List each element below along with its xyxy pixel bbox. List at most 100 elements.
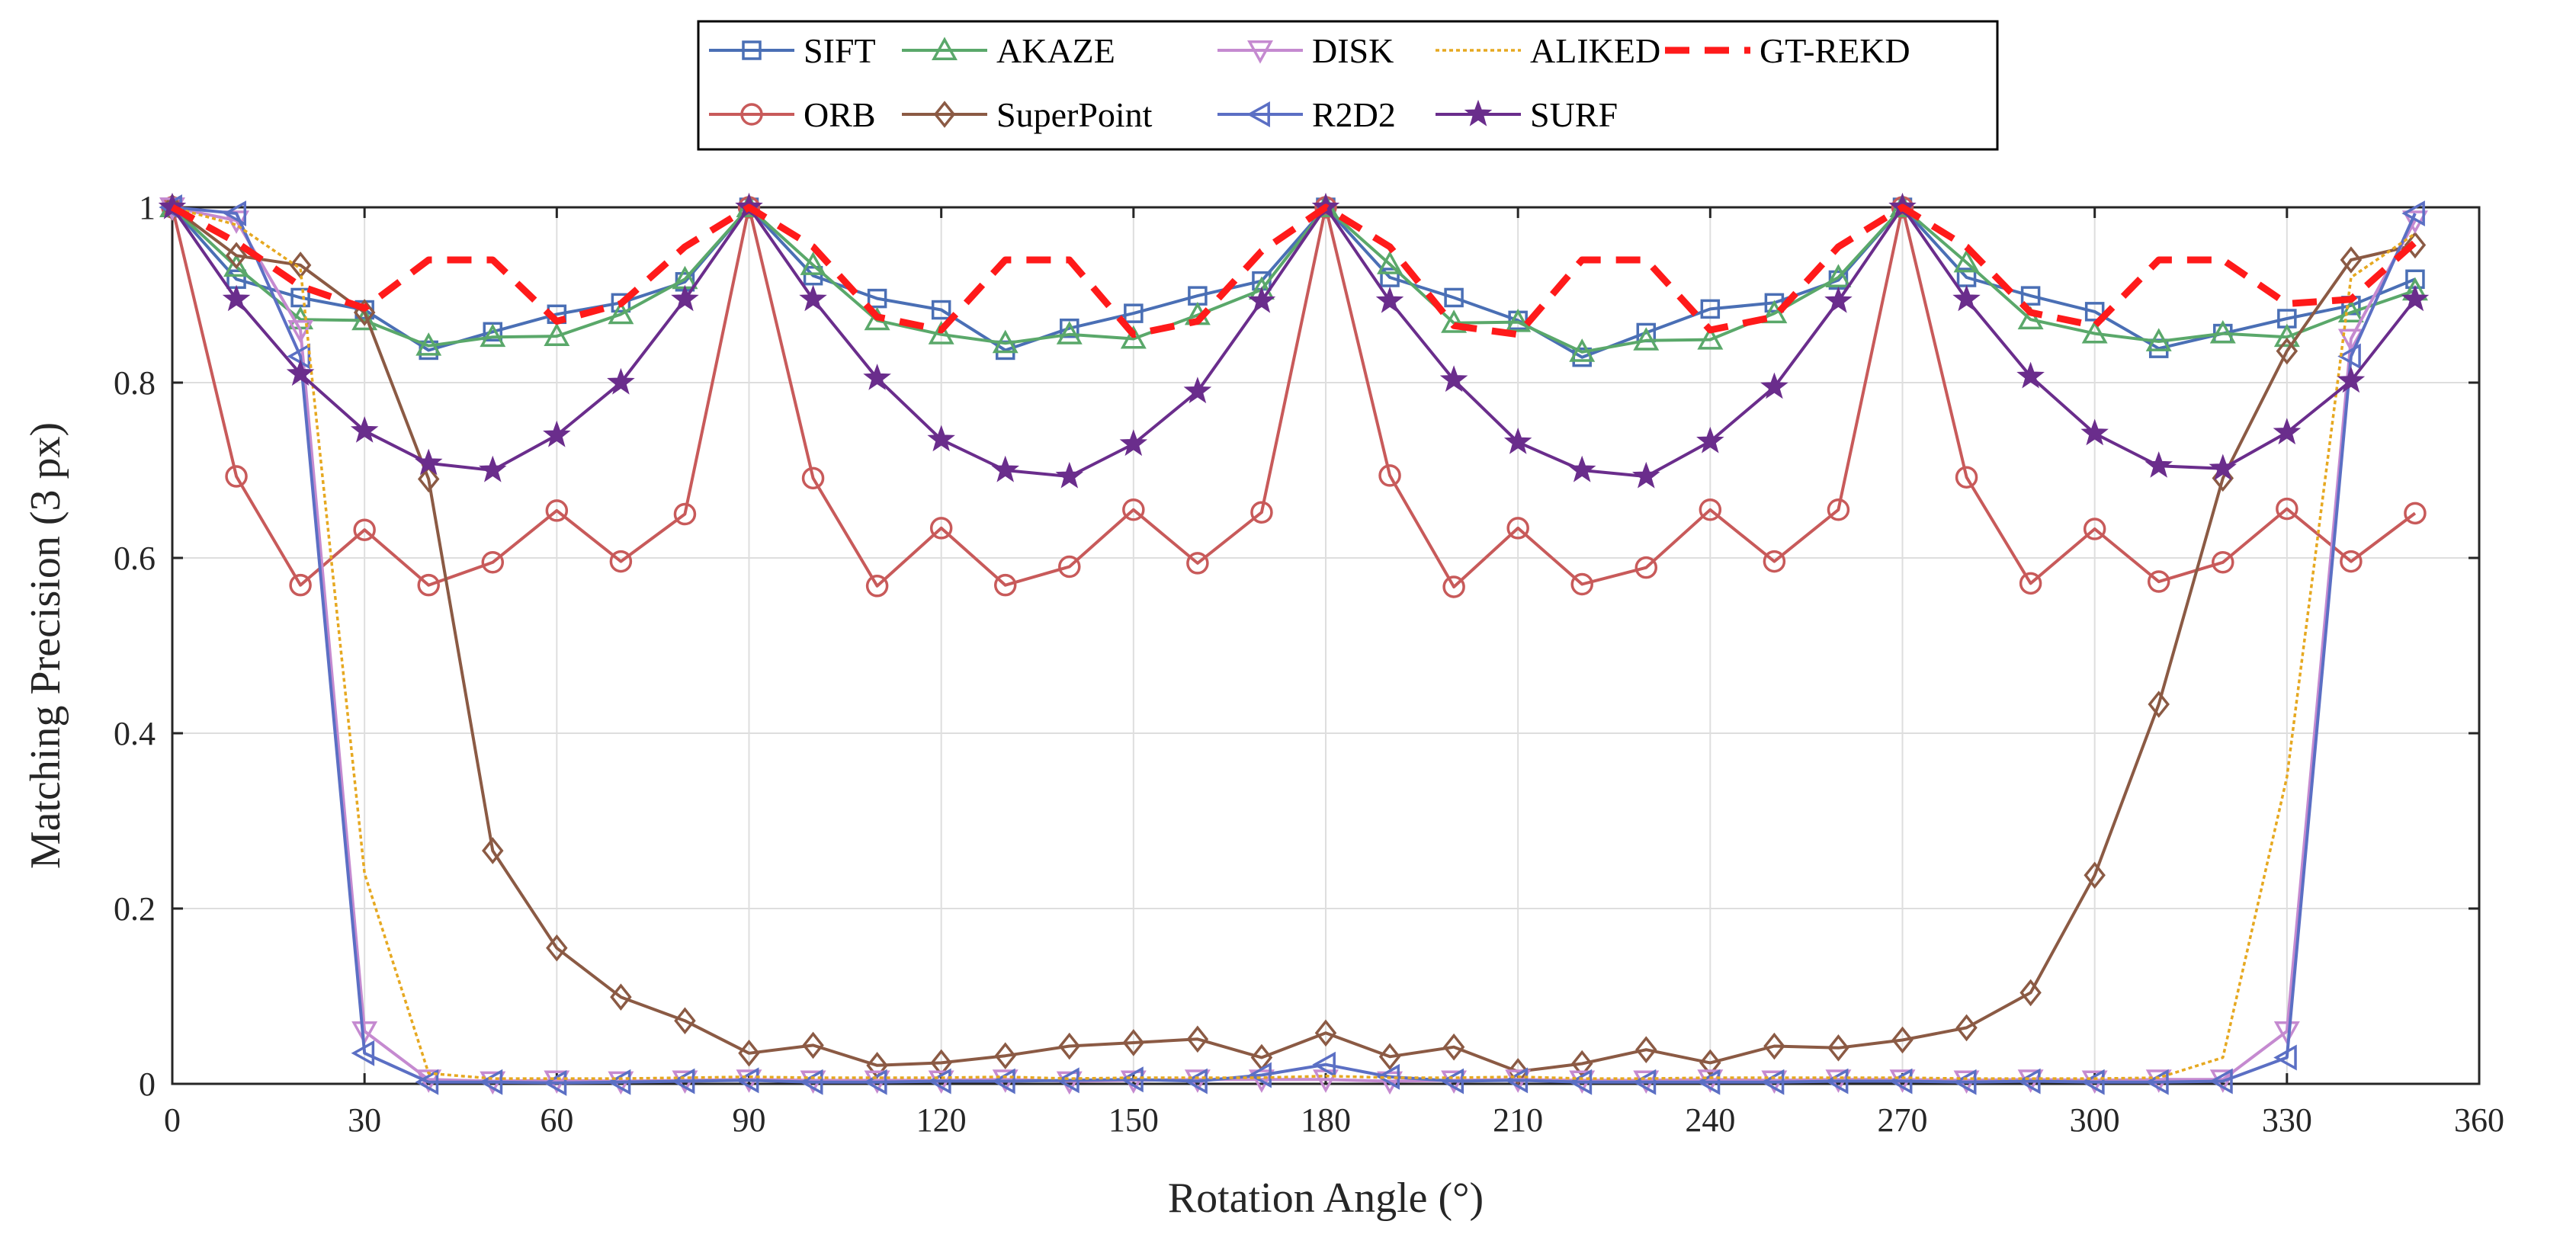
legend-label-akaze: AKAZE	[996, 31, 1115, 70]
data-point-orb	[609, 550, 633, 573]
legend-entry-akaze: AKAZE	[902, 31, 1115, 70]
data-point-akaze	[2017, 306, 2044, 330]
series-line-sift	[171, 206, 2416, 359]
data-point-surf	[607, 367, 635, 395]
data-point-orb	[1250, 501, 1273, 524]
legend-entry-orb: ORB	[709, 95, 876, 134]
x-tick-label: 30	[348, 1101, 381, 1139]
legend-marker-sift	[742, 40, 762, 60]
data-point-sift	[803, 265, 823, 286]
data-point-akaze	[992, 329, 1019, 354]
legend-label-disk: DISK	[1312, 31, 1394, 70]
series-superpoint	[161, 194, 2427, 1085]
data-point-orb	[1442, 575, 1465, 598]
data-point-akaze	[1569, 338, 1596, 362]
data-point-orb	[1763, 550, 1786, 573]
data-point-r2d2	[671, 1068, 695, 1095]
series-line-orb	[171, 206, 2417, 588]
data-point-surf	[2337, 366, 2366, 393]
y-tick-label: 0.2	[114, 890, 156, 928]
legend-marker-r2d2	[1246, 101, 1270, 127]
data-point-superpoint	[1122, 1029, 1145, 1056]
data-point-orb	[1506, 517, 1529, 540]
legend-entry-gt-rekd: GT-REKD	[1665, 31, 1910, 70]
data-point-superpoint	[1763, 1032, 1785, 1060]
data-point-r2d2	[1568, 1069, 1593, 1095]
data-point-akaze	[2273, 323, 2300, 348]
data-point-orb	[481, 551, 505, 574]
data-point-superpoint	[2148, 691, 2170, 718]
data-point-akaze	[800, 252, 826, 275]
data-point-superpoint	[546, 934, 568, 962]
data-point-r2d2	[1696, 1069, 1721, 1095]
data-point-surf	[1568, 455, 1596, 482]
data-point-akaze	[223, 253, 250, 277]
data-point-orb	[1570, 572, 1593, 596]
data-point-surf	[1183, 377, 1212, 404]
x-tick-label: 0	[164, 1101, 181, 1139]
data-point-akaze	[2337, 299, 2364, 322]
y-tick-label: 1	[139, 189, 156, 226]
legend-label-aliked: ALIKED	[1530, 31, 1660, 70]
data-point-r2d2	[1440, 1068, 1464, 1095]
data-point-superpoint	[1506, 1058, 1529, 1085]
data-point-superpoint	[1186, 1025, 1209, 1053]
data-point-orb	[1186, 552, 1209, 575]
data-point-orb	[2019, 572, 2042, 595]
data-point-orb	[225, 465, 248, 488]
data-point-surf	[1824, 286, 1853, 313]
data-point-surf	[2401, 284, 2430, 312]
data-point-orb	[2276, 497, 2299, 521]
data-point-r2d2	[2273, 1044, 2297, 1071]
data-point-surf	[2016, 361, 2045, 389]
x-tick-label: 240	[1685, 1101, 1735, 1139]
data-point-surf	[350, 416, 379, 443]
legend-marker-akaze	[932, 37, 958, 60]
x-tick-label: 120	[916, 1101, 967, 1139]
data-point-disk	[2273, 1021, 2300, 1045]
x-tick-label: 360	[2454, 1101, 2504, 1139]
legend-label-sift: SIFT	[804, 31, 876, 70]
data-point-akaze	[1441, 309, 1468, 333]
data-point-orb	[993, 573, 1017, 597]
data-point-r2d2	[351, 1040, 375, 1066]
data-point-disk	[351, 1021, 378, 1045]
data-point-r2d2	[1504, 1067, 1529, 1094]
data-point-surf	[1247, 286, 1276, 313]
data-point-disk	[1377, 1071, 1403, 1095]
data-point-surf	[286, 359, 315, 386]
data-point-orb	[2404, 502, 2427, 525]
legend-entry-r2d2: R2D2	[1217, 95, 1396, 134]
data-point-superpoint	[1058, 1032, 1081, 1060]
legend: SIFT AKAZE DISK ALIKED GT-REKD ORB SuperPoint R…	[697, 20, 1999, 151]
data-point-r2d2	[2081, 1069, 2105, 1095]
data-point-r2d2	[2017, 1068, 2041, 1095]
data-point-superpoint	[2084, 861, 2106, 889]
data-point-surf	[1952, 284, 1981, 312]
data-point-superpoint	[1442, 1033, 1465, 1061]
legend-entry-surf: SURF	[1436, 95, 1618, 134]
data-point-superpoint	[1955, 1014, 1978, 1042]
data-point-sift	[2084, 302, 2105, 322]
data-point-superpoint	[1378, 1043, 1401, 1071]
data-point-surf	[927, 425, 955, 452]
data-point-orb	[2083, 518, 2106, 540]
data-point-superpoint	[738, 1039, 760, 1067]
data-point-r2d2	[543, 1069, 567, 1096]
legend-marker-disk	[1247, 40, 1273, 64]
data-point-superpoint	[994, 1042, 1016, 1070]
data-point-surf	[1503, 428, 1532, 454]
data-point-r2d2	[1376, 1063, 1400, 1090]
data-point-r2d2	[223, 200, 247, 227]
data-point-superpoint	[1314, 1019, 1337, 1047]
data-point-surf	[1696, 426, 1724, 454]
data-point-akaze	[1377, 251, 1403, 274]
data-point-r2d2	[1248, 1062, 1272, 1088]
data-point-sift	[611, 293, 631, 313]
data-point-r2d2	[607, 1069, 631, 1095]
data-point-sift	[483, 322, 503, 342]
y-tick-label: 0	[139, 1066, 156, 1103]
data-point-superpoint	[2404, 231, 2427, 259]
data-point-r2d2	[1184, 1068, 1208, 1095]
